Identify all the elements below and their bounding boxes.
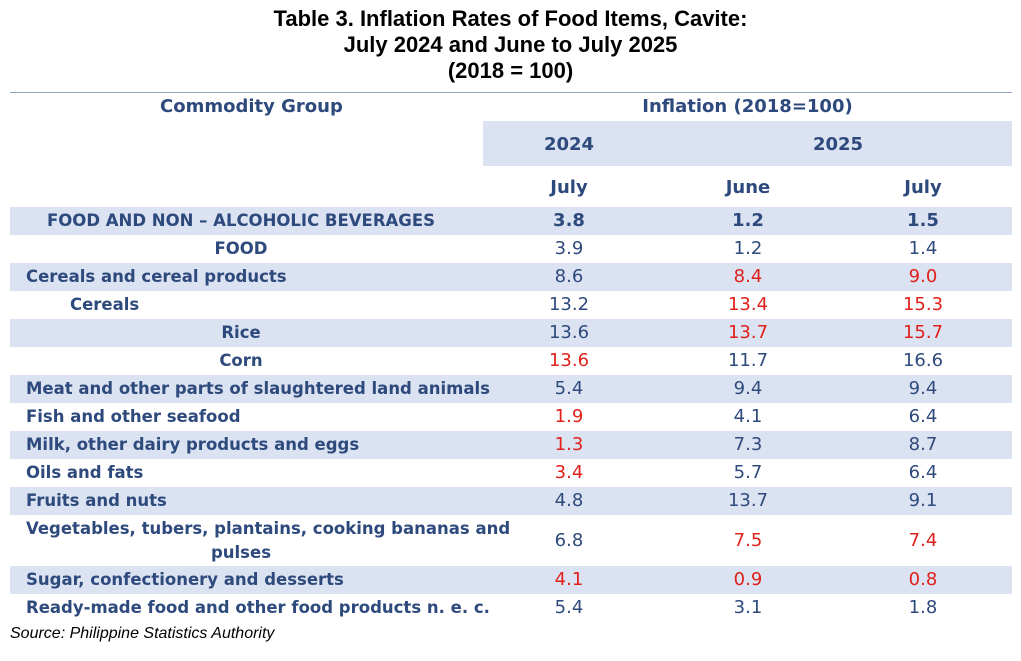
value-2025-june: 7.5 — [733, 530, 763, 551]
value-2025-june: 1.2 — [732, 210, 764, 231]
row-label: Fish and other seafood — [26, 407, 241, 426]
value-2024-july: 8.6 — [554, 266, 584, 287]
value-2025-july: 7.4 — [908, 530, 938, 551]
row-label: Rice — [221, 323, 261, 342]
value-2025-june: 8.4 — [733, 266, 763, 287]
row-label: Sugar, confectionery and desserts — [26, 570, 344, 589]
row-label: Cereals — [70, 295, 140, 314]
value-2024-july: 3.8 — [553, 210, 585, 231]
header-month-2024-july: July — [550, 177, 588, 198]
value-2024-july: 3.9 — [554, 238, 584, 259]
value-2025-july: 8.7 — [908, 434, 938, 455]
value-2024-july: 13.2 — [548, 294, 590, 315]
source-note: Source: Philippine Statistics Authority — [10, 625, 275, 642]
row-label: Fruits and nuts — [26, 491, 167, 510]
table-row: Oils and fats 3.4 5.7 6.4 — [10, 459, 1012, 487]
value-2025-july: 6.4 — [908, 406, 938, 427]
value-2024-july: 1.9 — [554, 406, 584, 427]
row-label-line-1: Vegetables, tubers, plantains, cooking b… — [26, 519, 511, 538]
header-year-2025: 2025 — [812, 134, 864, 155]
header-year-band — [483, 121, 1012, 166]
row-label-line-2: pulses — [210, 543, 272, 562]
table-row: Ready-made food and other food products … — [10, 594, 1012, 622]
value-2024-july: 13.6 — [548, 350, 590, 371]
header-month-2025-july: July — [904, 177, 942, 198]
value-2025-july: 15.3 — [902, 294, 944, 315]
table-row: Cereals and cereal products 8.6 8.4 9.0 — [10, 263, 1012, 291]
row-label: Oils and fats — [26, 463, 144, 482]
value-2025-june: 11.7 — [727, 350, 769, 371]
value-2025-july: 1.5 — [907, 210, 939, 231]
value-2025-july: 0.8 — [908, 569, 938, 590]
row-label: Cereals and cereal products — [26, 267, 287, 286]
table-row: Corn 13.6 11.7 16.6 — [10, 347, 1012, 375]
table-top-rule — [10, 92, 1012, 93]
table-row: Sugar, confectionery and desserts 4.1 0.… — [10, 566, 1012, 594]
table-title-line-2: July 2024 and June to July 2025 — [343, 32, 678, 57]
value-2025-june: 0.9 — [733, 569, 763, 590]
table-row: Fish and other seafood 1.9 4.1 6.4 — [10, 403, 1012, 431]
table-row: Fruits and nuts 4.8 13.7 9.1 — [10, 487, 1012, 515]
value-2024-july: 4.8 — [554, 490, 584, 511]
header-year-2024: 2024 — [543, 134, 595, 155]
value-2025-june: 1.2 — [733, 238, 763, 259]
row-label: Milk, other dairy products and eggs — [26, 435, 360, 454]
value-2025-july: 1.8 — [908, 597, 938, 618]
value-2024-july: 6.8 — [554, 530, 584, 551]
value-2025-june: 13.7 — [727, 490, 769, 511]
table-row: Rice 13.6 13.7 15.7 — [10, 319, 1012, 347]
value-2024-july: 5.4 — [554, 378, 584, 399]
row-label: FOOD — [214, 239, 268, 258]
value-2024-july: 13.6 — [548, 322, 590, 343]
table-row: Milk, other dairy products and eggs 1.3 … — [10, 431, 1012, 459]
row-label: Ready-made food and other food products … — [26, 598, 490, 617]
header-inflation: Inflation (2018=100) — [642, 96, 853, 117]
value-2024-july: 5.4 — [554, 597, 584, 618]
row-label: FOOD AND NON – ALCOHOLIC BEVERAGES — [47, 211, 435, 230]
value-2024-july: 4.1 — [554, 569, 584, 590]
table-row: FOOD 3.9 1.2 1.4 — [10, 235, 1012, 263]
header-month-2025-june: June — [725, 177, 771, 198]
value-2024-july: 1.3 — [554, 434, 584, 455]
table-title-line-1: Table 3. Inflation Rates of Food Items, … — [273, 6, 748, 31]
value-2025-july: 6.4 — [908, 462, 938, 483]
value-2025-june: 4.1 — [733, 406, 763, 427]
value-2025-july: 9.4 — [908, 378, 938, 399]
value-2025-june: 5.7 — [733, 462, 763, 483]
value-2025-june: 9.4 — [733, 378, 763, 399]
value-2025-july: 16.6 — [902, 350, 944, 371]
table-row: Cereals 13.2 13.4 15.3 — [10, 291, 1012, 319]
value-2025-june: 3.1 — [733, 597, 763, 618]
value-2025-july: 9.0 — [908, 266, 938, 287]
table-row: Vegetables, tubers, plantains, cooking b… — [10, 515, 1012, 567]
value-2025-july: 1.4 — [908, 238, 938, 259]
table-row: FOOD AND NON – ALCOHOLIC BEVERAGES 3.8 1… — [10, 207, 1012, 235]
table-row: Meat and other parts of slaughtered land… — [10, 375, 1012, 403]
value-2025-july: 9.1 — [908, 490, 938, 511]
row-label: Meat and other parts of slaughtered land… — [26, 379, 490, 398]
header-commodity-group: Commodity Group — [160, 96, 343, 117]
value-2025-june: 7.3 — [733, 434, 763, 455]
table-title: Table 3. Inflation Rates of Food Items, … — [0, 6, 1021, 84]
value-2025-july: 15.7 — [902, 322, 944, 343]
row-label: Corn — [219, 351, 263, 370]
value-2025-june: 13.4 — [727, 294, 769, 315]
value-2025-june: 13.7 — [727, 322, 769, 343]
value-2024-july: 3.4 — [554, 462, 584, 483]
table-title-line-3: (2018 = 100) — [447, 58, 574, 83]
